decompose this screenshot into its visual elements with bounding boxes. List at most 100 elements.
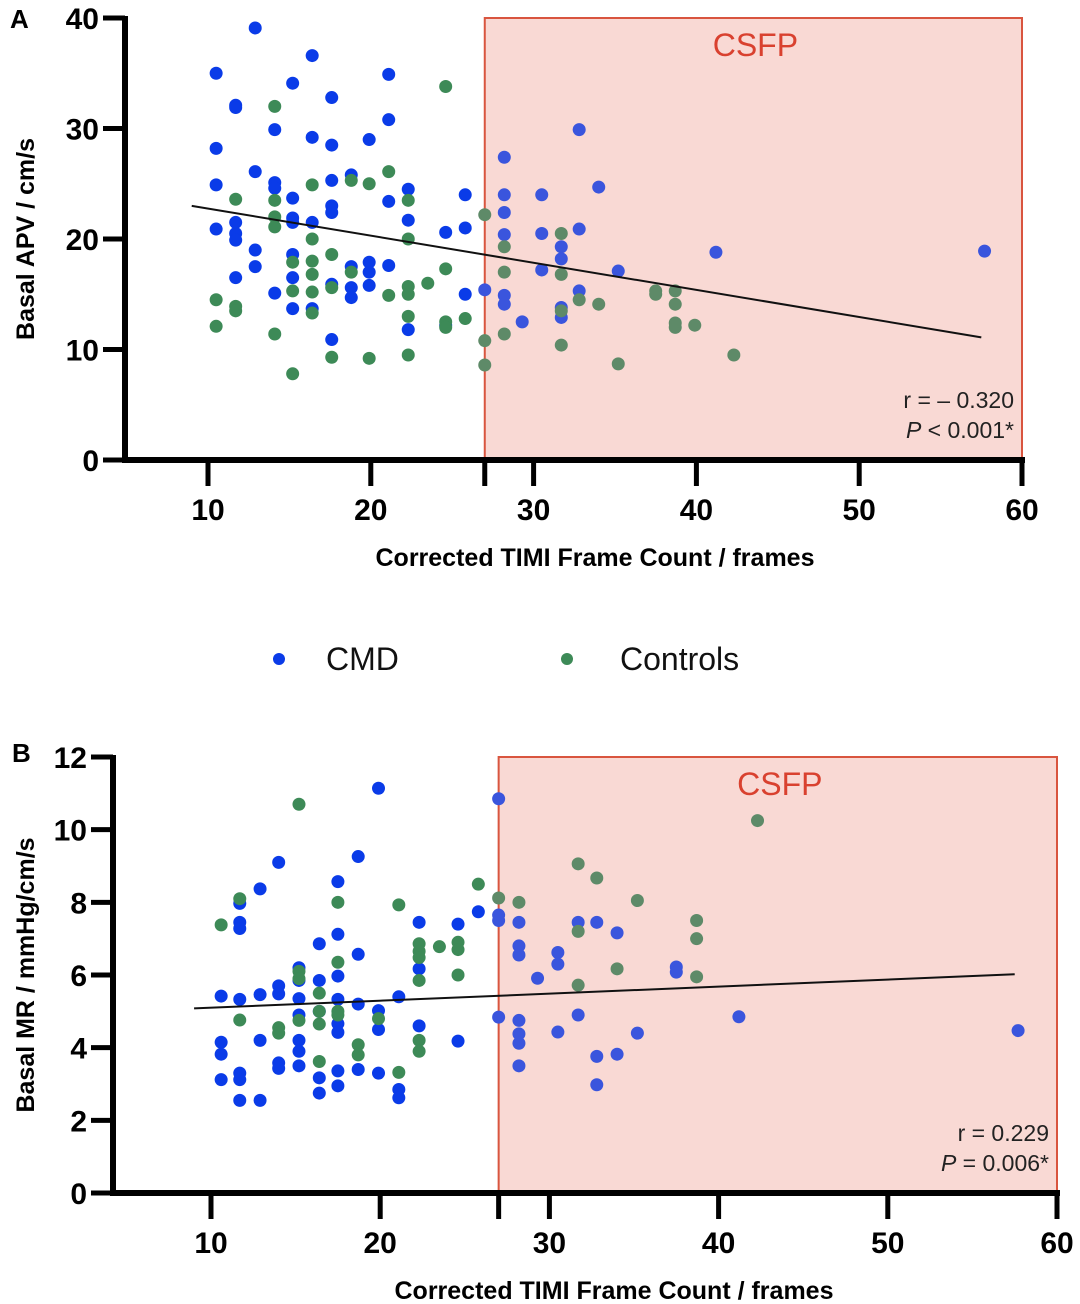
point-controls — [362, 351, 376, 365]
x-tick-label: 10 — [191, 494, 224, 527]
point-cmd — [590, 1078, 604, 1092]
point-cmd — [669, 965, 683, 979]
point-cmd — [471, 905, 485, 919]
point-cmd — [497, 228, 511, 242]
point-cmd — [268, 123, 282, 137]
point-cmd — [253, 988, 267, 1002]
point-cmd — [344, 281, 358, 295]
point-cmd — [458, 188, 472, 202]
point-cmd — [611, 264, 625, 278]
point-cmd — [512, 1036, 526, 1050]
point-cmd — [229, 101, 243, 115]
point-cmd — [554, 240, 568, 254]
point-cmd — [325, 138, 339, 152]
point-cmd — [497, 150, 511, 164]
point-controls — [401, 193, 415, 207]
y-tick-label: 10 — [54, 815, 87, 848]
point-cmd — [229, 215, 243, 229]
p-symbol: P — [941, 1150, 957, 1176]
point-cmd — [209, 178, 223, 192]
legend-marker-controls — [561, 653, 573, 665]
point-controls — [325, 281, 339, 295]
point-cmd — [382, 67, 396, 81]
point-cmd — [401, 323, 415, 337]
point-cmd — [401, 213, 415, 227]
point-cmd — [268, 181, 282, 195]
point-controls — [690, 914, 704, 927]
csfp-region — [483, 17, 1023, 461]
point-cmd — [233, 992, 247, 1006]
point-cmd — [590, 1049, 604, 1063]
point-cmd — [439, 225, 453, 239]
points-group — [209, 21, 992, 381]
point-cmd — [1011, 1024, 1025, 1038]
point-controls — [572, 293, 586, 307]
point-controls — [401, 348, 415, 362]
point-controls — [439, 262, 453, 276]
point-cmd — [512, 948, 526, 962]
point-cmd — [325, 91, 339, 105]
axes: 0 2 4 6 8 10 12 10 20 30 40 50 60 — [54, 742, 1074, 1260]
point-controls — [286, 284, 300, 298]
point-cmd — [362, 255, 376, 269]
point-cmd — [214, 1073, 228, 1087]
point-cmd — [344, 291, 358, 305]
point-cmd — [331, 1079, 345, 1093]
point-controls — [229, 304, 243, 318]
point-cmd — [572, 123, 586, 137]
csfp-label: CSFP — [713, 27, 798, 63]
point-controls — [272, 1026, 286, 1040]
point-cmd — [286, 302, 300, 316]
csfp-label: CSFP — [737, 766, 822, 802]
point-controls — [268, 99, 282, 113]
point-cmd — [531, 971, 545, 985]
point-cmd — [535, 188, 549, 202]
point-controls — [688, 318, 702, 332]
point-controls — [554, 338, 568, 352]
y-tick-label: 4 — [70, 1033, 87, 1066]
point-cmd — [272, 1061, 286, 1075]
point-cmd — [229, 233, 243, 247]
point-controls — [292, 797, 306, 811]
r-annotation: r = – 0.320 — [903, 387, 1014, 413]
regression-line — [191, 204, 982, 339]
point-controls — [305, 254, 319, 268]
point-cmd — [325, 333, 339, 347]
point-cmd — [492, 792, 506, 806]
p-annotation: P < 0.001* — [906, 417, 1014, 443]
point-controls — [630, 894, 644, 908]
point-controls — [305, 178, 319, 192]
point-cmd — [592, 180, 606, 194]
point-cmd — [331, 992, 345, 1006]
point-cmd — [458, 287, 472, 301]
y-axis-title: Basal APV / cm/s — [12, 138, 40, 340]
point-cmd — [331, 927, 345, 941]
point-controls — [412, 973, 426, 987]
point-controls — [668, 320, 682, 334]
point-controls — [451, 968, 465, 982]
point-cmd — [372, 1023, 386, 1036]
point-cmd — [253, 1093, 267, 1107]
point-cmd — [382, 113, 396, 127]
point-controls — [325, 247, 339, 261]
point-cmd — [732, 1010, 746, 1024]
point-cmd — [331, 1064, 345, 1078]
point-cmd — [512, 1027, 526, 1041]
point-cmd — [401, 182, 415, 196]
point-controls — [458, 312, 472, 326]
point-cmd — [372, 1066, 386, 1080]
point-controls — [392, 1065, 406, 1079]
y-tick-label: 20 — [66, 224, 99, 257]
legend-label-cmd: CMD — [326, 641, 399, 677]
point-cmd — [233, 1093, 247, 1107]
point-controls — [305, 232, 319, 246]
x-tick-label: 30 — [533, 1227, 566, 1260]
point-controls — [478, 358, 492, 372]
point-controls — [233, 892, 247, 906]
r-annotation: r = 0.229 — [958, 1120, 1049, 1146]
point-controls — [233, 1013, 247, 1027]
point-cmd — [214, 989, 228, 1003]
point-cmd — [351, 850, 365, 864]
point-cmd — [233, 921, 247, 935]
y-tick-label: 40 — [66, 3, 99, 36]
